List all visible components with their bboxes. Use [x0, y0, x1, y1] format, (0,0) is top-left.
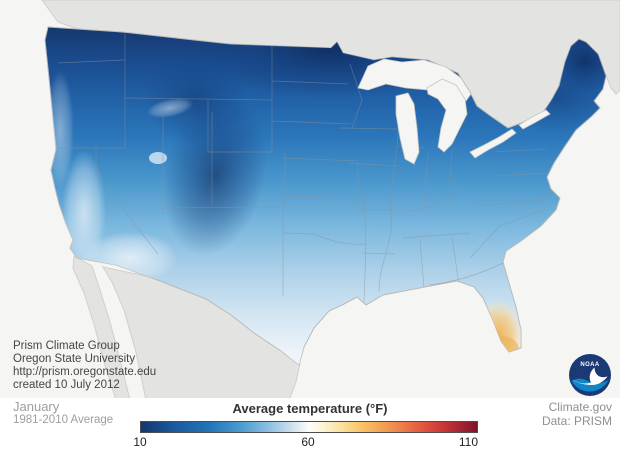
- colorbar-tick-min: 10: [133, 435, 147, 449]
- period-average: 1981-2010 Average: [13, 414, 114, 426]
- great-lakes: [357, 58, 551, 165]
- lake-michigan: [395, 92, 420, 165]
- period-month: January: [13, 399, 60, 414]
- state-borders: [53, 31, 559, 303]
- credit-site: Climate.gov: [548, 400, 612, 414]
- footer-bar: January 1981-2010 Average Average temper…: [0, 398, 620, 450]
- attribution-org: Prism Climate Group: [13, 340, 120, 352]
- credit-block: Climate.gov Data: PRISM: [541, 400, 612, 428]
- temperature-colorbar: [140, 421, 478, 433]
- attribution-block: Prism Climate Group Oregon State Univers…: [13, 340, 156, 392]
- credit-data-source: Data: PRISM: [541, 413, 612, 428]
- us-temperature-map: [0, 0, 620, 400]
- noaa-logo-sea: [571, 378, 609, 392]
- legend-title: Average temperature (°F): [232, 401, 388, 416]
- attribution-created: created 10 July 2012: [13, 379, 120, 391]
- attribution-university: Oregon State University: [13, 353, 136, 365]
- noaa-logo: NOAA: [569, 354, 611, 396]
- lake-erie: [469, 128, 517, 159]
- attribution-url: http://prism.oregonstate.edu: [13, 366, 157, 378]
- period-block: January 1981-2010 Average: [13, 400, 113, 427]
- lake-ontario: [518, 109, 551, 130]
- lake-huron: [426, 78, 468, 153]
- noaa-logo-text: NOAA: [580, 362, 600, 368]
- colorbar-tick-max: 110: [458, 435, 478, 449]
- noaa-logo-bird-icon: [572, 367, 608, 386]
- colorbar-tick-mid: 60: [301, 435, 315, 449]
- baja-peninsula: [72, 255, 131, 400]
